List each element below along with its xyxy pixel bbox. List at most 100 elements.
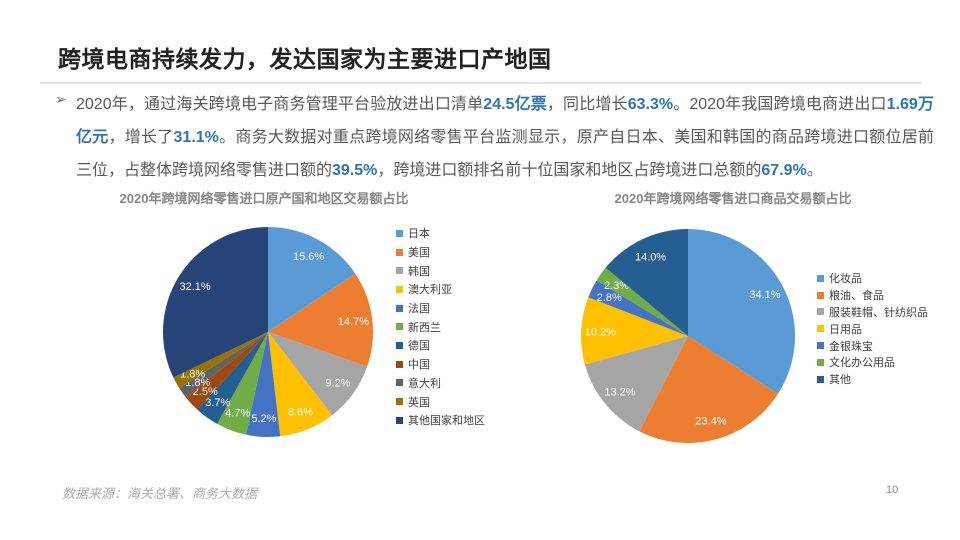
body-text: 2020年，通过海关跨境电子商务管理平台验放进出口清单 [76, 96, 484, 113]
legend-item: 意大利 [396, 374, 485, 393]
pie-slice [217, 332, 268, 435]
legend-label: 德国 [408, 340, 430, 353]
legend-item: 服装鞋帽、针纺织品 [817, 304, 928, 321]
legend-swatch-icon [396, 304, 403, 312]
pie-slice [596, 267, 688, 336]
legend-swatch-icon [817, 375, 824, 383]
legend-label: 服装鞋帽、针纺织品 [829, 306, 928, 319]
body-text: 。商务大数据对重点跨境网络零售平台监测显示，原产自日本、美国和韩国的商品跨境进口… [76, 129, 934, 179]
legend-item: 日本 [396, 224, 485, 243]
legend-swatch-icon [396, 360, 403, 368]
pie-data-label: 14.7% [338, 316, 369, 328]
legend-item: 日用品 [817, 320, 928, 337]
legend-label: 化妆品 [829, 273, 862, 286]
legend-label: 其他国家和地区 [408, 415, 485, 428]
highlight-stat: 67.9% [761, 162, 807, 179]
bullet-arrow-icon: ➢ [55, 91, 67, 107]
body-text: ，跨境进口额排名前十位国家和地区占跨境进口总额的 [377, 162, 762, 179]
highlight-stat: 39.5% [332, 162, 378, 179]
legend-label: 英国 [408, 396, 430, 409]
legend-label: 韩国 [408, 265, 430, 278]
legend-item: 金银珠宝 [817, 337, 928, 354]
legend-label: 新西兰 [408, 321, 441, 334]
pie-data-label: 5.2% [251, 413, 276, 425]
legend-swatch-icon [817, 291, 824, 299]
pie-data-label: 3.7% [205, 397, 230, 409]
legend-swatch-icon [396, 341, 403, 349]
pie-slice [584, 336, 688, 432]
title-divider [40, 82, 921, 84]
body-paragraph: 2020年，通过海关跨境电子商务管理平台验放进出口清单24.5亿票，同比增长63… [76, 88, 934, 187]
pie-data-label: 2.5% [193, 386, 218, 398]
pie-data-label: 32.1% [179, 281, 210, 293]
pie-slice [186, 332, 268, 410]
legend-item: 英国 [396, 392, 485, 411]
legend-label: 金银珠宝 [829, 340, 873, 353]
pie-slice [268, 332, 368, 416]
legend-label: 意大利 [408, 377, 441, 390]
page-number: 10 [886, 484, 899, 496]
pie-slice [179, 332, 268, 398]
pie-slice [268, 332, 333, 437]
legend-label: 美国 [408, 247, 430, 260]
legend-swatch-icon [396, 229, 403, 237]
pie-data-label: 10.2% [585, 327, 616, 339]
body-text: ，增长了 [108, 129, 174, 146]
legend-swatch-icon [396, 285, 403, 293]
legend-label: 文化办公用品 [829, 357, 895, 370]
chart-title-commodities: 2020年跨境网络零售进口商品交易额占比 [614, 191, 852, 206]
legend-swatch-icon [396, 416, 403, 424]
legend-swatch-icon [817, 308, 824, 316]
pie-data-label: 4.7% [225, 408, 250, 420]
pie-chart-commodities: 34.1% 23.4% 13.2% 10.2% 2.8%2.3% 14.0% [581, 229, 795, 443]
legend-item: 粮油、食品 [817, 287, 928, 304]
legend-item: 美国 [396, 243, 485, 262]
legend-swatch-icon [817, 274, 824, 282]
legend-label: 中国 [408, 359, 430, 372]
legend-label: 粮油、食品 [829, 290, 884, 303]
pie-slice [605, 229, 688, 336]
legend-label: 法国 [408, 303, 430, 316]
pie-slice [581, 297, 688, 365]
pie-slice [173, 332, 268, 388]
pie-data-label: 9.2% [325, 377, 350, 389]
pie-slice [246, 332, 281, 438]
legend-item: 法国 [396, 299, 485, 318]
highlight-stat: 31.1% [173, 129, 219, 146]
legend-item: 其他 [817, 371, 928, 388]
pie-data-label: 14.0% [635, 252, 666, 264]
legend-item: 文化办公用品 [817, 354, 928, 371]
pie-data-label: 8.6% [288, 407, 313, 419]
legend-swatch-icon [396, 398, 403, 406]
legend-item: 中国 [396, 355, 485, 374]
legend-item: 澳大利亚 [396, 280, 485, 299]
pie-slice [268, 227, 356, 332]
pie-data-label: 15.6% [293, 251, 324, 263]
legend-item: 德国 [396, 336, 485, 355]
pie-data-label: 2.3% [604, 280, 629, 292]
highlight-stat: 24.5亿票 [483, 96, 547, 113]
legend-swatch-icon [396, 248, 403, 256]
legend-item: 化妆品 [817, 270, 928, 287]
legend-label: 其他 [829, 374, 851, 387]
pie-slice [268, 273, 374, 367]
legend-swatch-icon [817, 325, 824, 333]
legend-swatch-icon [396, 267, 403, 275]
legend-label: 日本 [408, 228, 430, 241]
pie-slice [163, 227, 268, 378]
pie-slice [639, 336, 778, 443]
legend-item: 韩国 [396, 261, 485, 280]
legend-swatch-icon [817, 358, 824, 366]
pie-data-label: 13.2% [604, 387, 635, 399]
pie-slice [688, 229, 795, 394]
pie-chart-origin-countries: 15.6%14.7%9.2%8.6%5.2%4.7%3.7%2.5%1.8%1.… [163, 227, 374, 438]
legend-commodities: 化妆品粮油、食品服装鞋帽、针纺织品 日用品金银珠宝文化办公用品 其他 [817, 270, 928, 388]
body-text: 。2020年我国跨境电商进出口 [673, 96, 887, 113]
data-source: 数据来源：海关总署、商务大数据 [62, 486, 258, 501]
legend-swatch-icon [817, 342, 824, 350]
pie-data-label: 23.4% [695, 416, 726, 428]
pie-data-label: 1.8% [180, 369, 205, 381]
legend-swatch-icon [396, 379, 403, 387]
pie-slice [197, 332, 268, 424]
legend-item: 新西兰 [396, 317, 485, 336]
